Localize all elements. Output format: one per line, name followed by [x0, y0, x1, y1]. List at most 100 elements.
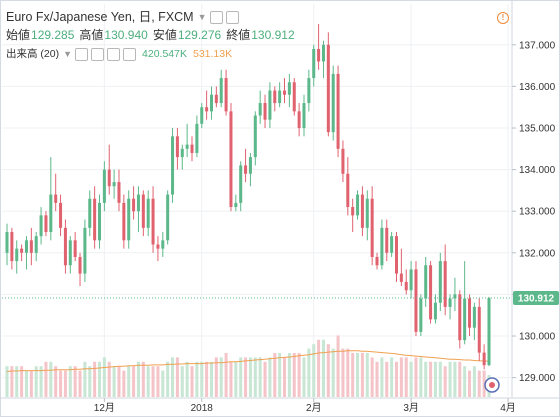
- x-tick-label: 4月: [500, 402, 516, 414]
- chevron-down-icon[interactable]: ▼: [197, 12, 207, 22]
- volume-bar: [399, 357, 403, 397]
- open-label: 始値: [6, 28, 31, 42]
- candle-down: [20, 248, 24, 253]
- x-tick-label: 2月: [306, 402, 322, 414]
- volume-bar: [185, 361, 189, 397]
- hide-icon[interactable]: [75, 47, 89, 61]
- candle-down: [468, 298, 472, 328]
- event-icon-dot: [489, 382, 495, 388]
- candle-down: [443, 261, 447, 307]
- candle-down: [326, 44, 330, 133]
- volume-bar: [20, 366, 24, 397]
- volume-bar: [127, 366, 131, 397]
- candle-down: [107, 169, 111, 187]
- volume-bar: [472, 366, 476, 397]
- candle-down: [375, 256, 379, 266]
- volume-bar: [346, 348, 350, 397]
- volume-bar: [73, 366, 77, 397]
- remove-icon[interactable]: [107, 47, 121, 61]
- candle-up: [219, 78, 223, 104]
- chevron-down-icon[interactable]: ▼: [63, 49, 73, 59]
- candle-down: [482, 352, 486, 366]
- volume-bar: [180, 366, 184, 397]
- volume-bar: [68, 366, 72, 397]
- candle-down: [477, 306, 481, 353]
- volume-bar: [34, 366, 38, 397]
- candle-down: [190, 144, 194, 153]
- candle-down: [29, 240, 33, 253]
- volume-bar: [151, 366, 155, 397]
- candle-up: [171, 136, 175, 195]
- candle-down: [73, 240, 77, 257]
- candle-up: [185, 144, 189, 149]
- volume-bar: [360, 353, 364, 397]
- candle-down: [132, 198, 136, 212]
- volume-bar: [273, 353, 277, 397]
- high-value: 130.940: [104, 28, 148, 42]
- candle-down: [175, 136, 179, 158]
- volume-bar: [453, 361, 457, 397]
- candle-up: [409, 269, 413, 291]
- volume-bar: [307, 348, 311, 397]
- volume-bar: [93, 361, 97, 397]
- volume-bar: [239, 357, 243, 397]
- symbol-title: Euro Fx/Japanese Yen, 日, FXCM: [6, 10, 194, 24]
- volume-bar: [205, 361, 209, 397]
- x-tick-label: 12月: [94, 402, 115, 414]
- candle-up: [253, 115, 257, 158]
- candle-down: [273, 90, 277, 104]
- candle-down: [244, 165, 248, 174]
- volume-bar: [88, 366, 92, 397]
- settings-icon[interactable]: [225, 10, 239, 24]
- candle-up: [180, 148, 184, 158]
- x-tick-label: 2018: [191, 403, 214, 414]
- volume-legend-row: 出来高 (20) ▼ 420.547K 531.13K: [6, 46, 300, 62]
- volume-bar: [287, 353, 291, 397]
- candle-down: [214, 94, 218, 104]
- alert-icon[interactable]: !: [497, 12, 509, 24]
- volume-bar: [321, 339, 325, 397]
- y-tick-label: 136.000: [519, 82, 556, 93]
- volume-bar: [433, 361, 437, 397]
- volume-bar: [171, 357, 175, 397]
- candle-up: [200, 107, 204, 124]
- volume-bar: [317, 339, 321, 397]
- settings-icon[interactable]: [91, 47, 105, 61]
- candle-down: [346, 173, 350, 208]
- candle-down: [63, 227, 67, 266]
- candle-down: [156, 244, 160, 249]
- volume-bar: [278, 353, 282, 397]
- volume-bar: [219, 357, 223, 397]
- low-value: 129.276: [177, 28, 222, 42]
- hide-icon[interactable]: [209, 10, 223, 24]
- volume-bar: [161, 370, 165, 397]
- candle-down: [394, 236, 399, 274]
- last-price-tag: [513, 291, 559, 306]
- volume-bar: [438, 361, 442, 397]
- candle-up: [127, 198, 131, 241]
- candle-down: [205, 107, 209, 112]
- more-icon[interactable]: [123, 47, 137, 61]
- volume-bar: [112, 366, 116, 397]
- candle-down: [458, 294, 462, 341]
- volume-bar: [468, 370, 472, 397]
- candle-down: [117, 182, 121, 203]
- volume-bar: [102, 357, 106, 397]
- volume-ma-line: [6, 350, 490, 372]
- volume-bar: [463, 366, 467, 397]
- x-tick-label: 3月: [403, 402, 419, 414]
- candle-down: [385, 227, 389, 253]
- volume-bar: [15, 366, 19, 397]
- candle-up: [356, 194, 360, 216]
- candle-down: [78, 256, 82, 274]
- y-tick-label: 129.000: [519, 373, 556, 384]
- volume-bar: [5, 366, 9, 397]
- candle-down: [59, 202, 63, 228]
- candle-down: [399, 273, 403, 282]
- candle-down: [351, 207, 355, 216]
- volume-bar: [54, 366, 58, 397]
- volume-bar: [29, 370, 33, 397]
- volume-bar: [44, 361, 48, 397]
- volume-bar: [326, 344, 330, 397]
